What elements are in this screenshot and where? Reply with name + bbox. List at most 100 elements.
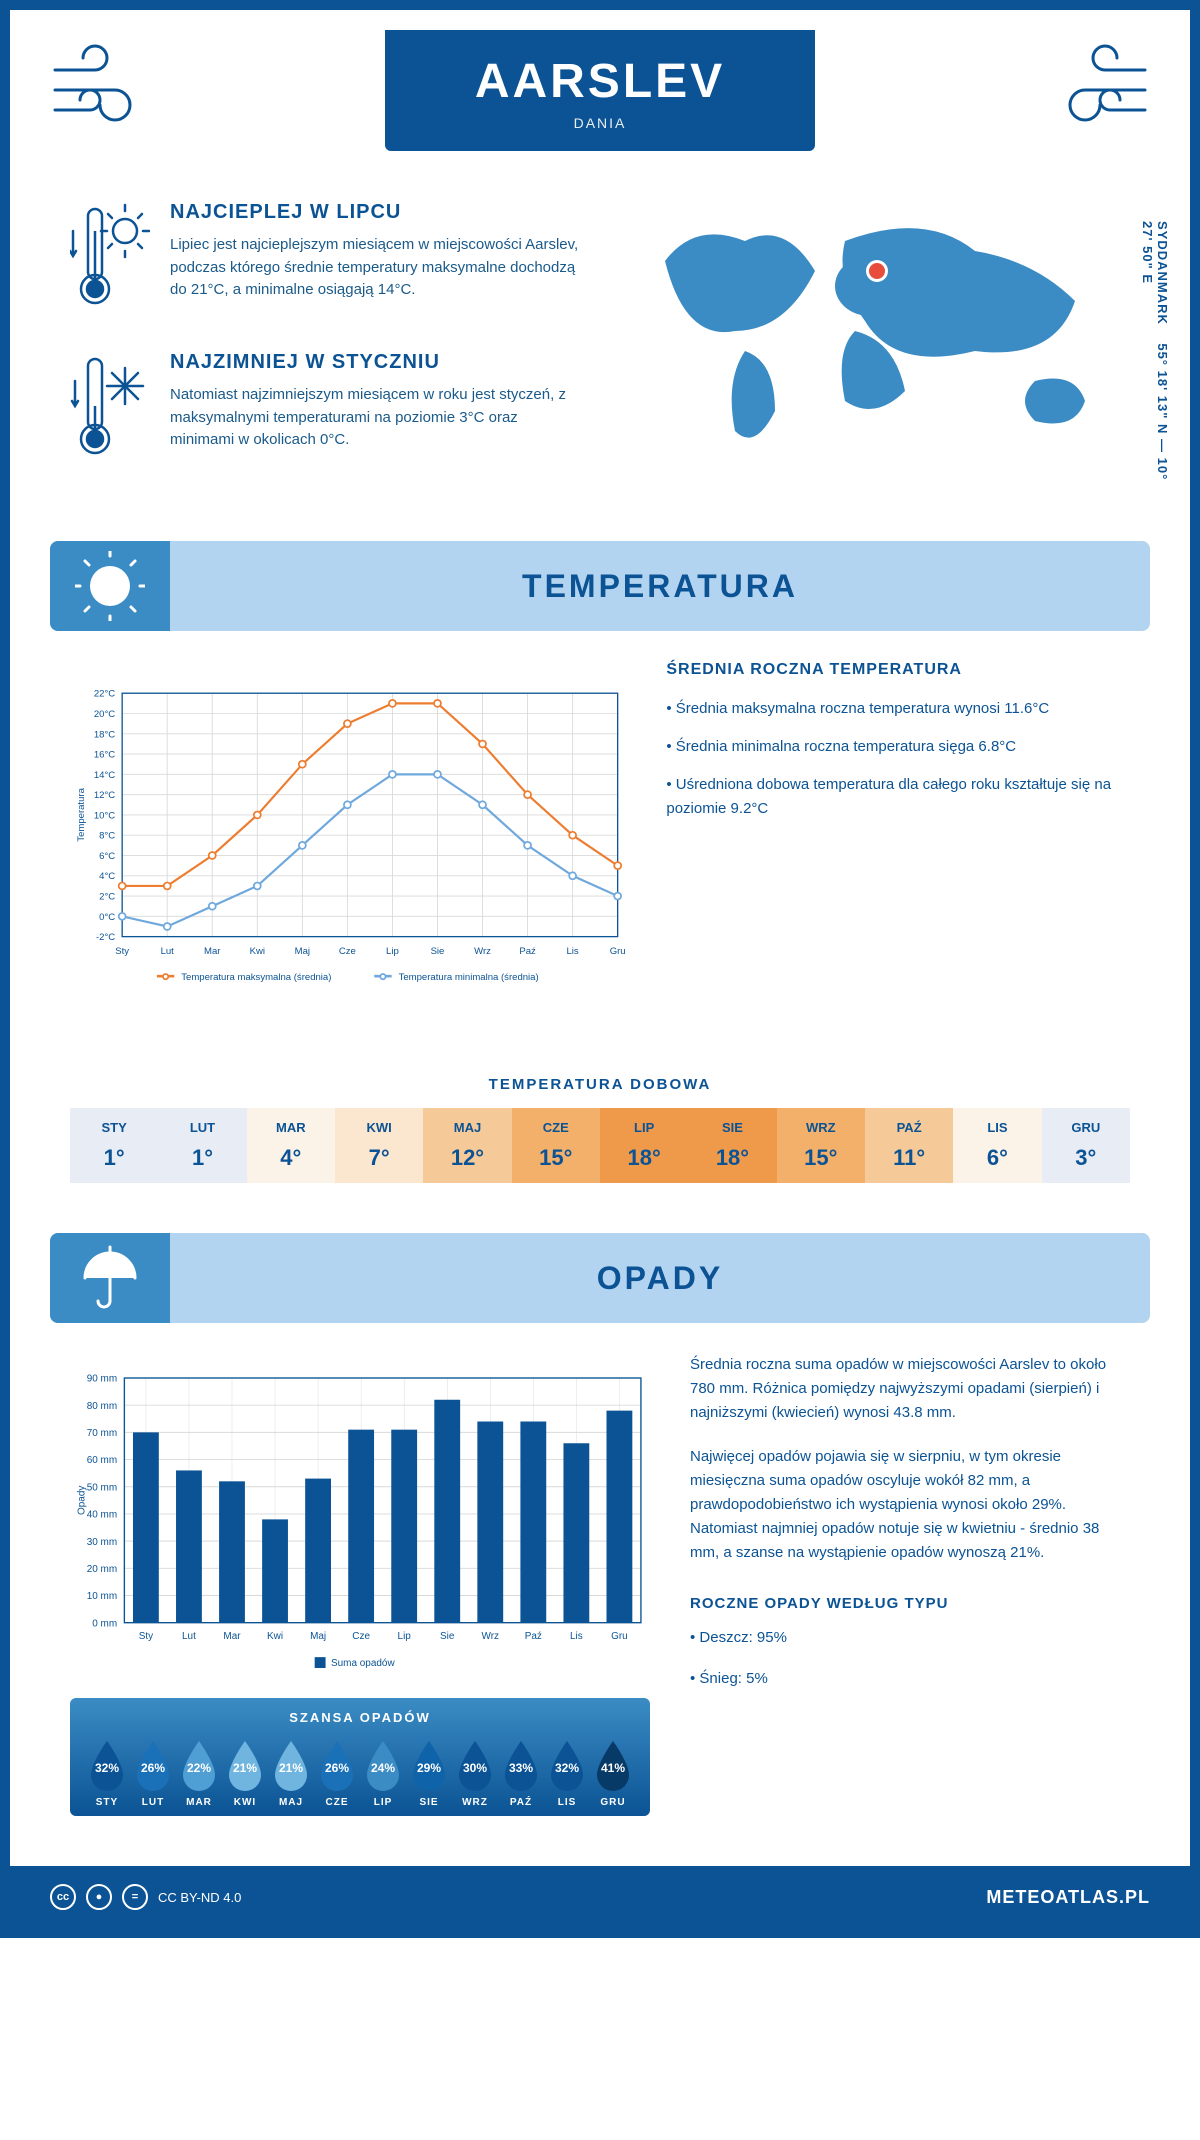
precip-type-title: ROCZNE OPADY WEDŁUG TYPU — [690, 1595, 1130, 1612]
svg-text:22°C: 22°C — [94, 689, 115, 700]
svg-text:Kwi: Kwi — [267, 1631, 283, 1642]
footer: cc ● = CC BY-ND 4.0 METEOATLAS.PL — [10, 1866, 1190, 1928]
svg-text:Cze: Cze — [352, 1631, 370, 1642]
svg-text:2°C: 2°C — [99, 892, 115, 903]
world-map: SYDDANMARK 55° 18' 13" N — 10° 27' 50" E — [620, 201, 1130, 501]
chance-drop: 32%STY — [86, 1739, 128, 1808]
page: AARSLEV DANIA NAJCIEPLEJ W LIPCU Lipiec … — [0, 0, 1200, 1938]
svg-text:4°C: 4°C — [99, 871, 115, 882]
svg-text:Sie: Sie — [440, 1631, 455, 1642]
svg-text:10°C: 10°C — [94, 810, 115, 821]
svg-text:Temperatura minimalna (średnia: Temperatura minimalna (średnia) — [399, 972, 539, 983]
thermometer-hot-icon — [70, 201, 150, 316]
svg-text:0 mm: 0 mm — [92, 1618, 117, 1629]
chance-drop: 21%MAJ — [270, 1739, 312, 1808]
precipitation-heading: OPADY — [170, 1260, 1150, 1297]
city-title: AARSLEV — [475, 54, 725, 109]
wind-icon-right — [1020, 40, 1150, 135]
umbrella-icon — [50, 1233, 170, 1323]
svg-text:Sie: Sie — [431, 946, 445, 957]
chance-title: SZANSA OPADÓW — [86, 1710, 634, 1725]
svg-text:20 mm: 20 mm — [87, 1564, 117, 1575]
svg-text:-2°C: -2°C — [96, 932, 115, 943]
svg-text:70 mm: 70 mm — [87, 1428, 117, 1439]
svg-text:Kwi: Kwi — [250, 946, 265, 957]
by-icon: ● — [86, 1884, 112, 1910]
temp-bullet: Uśredniona dobowa temperatura dla całego… — [666, 773, 1130, 821]
precip-p1: Średnia roczna suma opadów w miejscowośc… — [690, 1353, 1130, 1425]
chance-drop: 29%SIE — [408, 1739, 450, 1808]
chance-drop: 24%LIP — [362, 1739, 404, 1808]
precip-p2: Najwięcej opadów pojawia się w sierpniu,… — [690, 1445, 1130, 1565]
temperature-section-bar: TEMPERATURA — [50, 541, 1150, 631]
precipitation-side: Średnia roczna suma opadów w miejscowośc… — [690, 1353, 1130, 1836]
svg-text:Sty: Sty — [139, 1631, 153, 1642]
svg-text:80 mm: 80 mm — [87, 1401, 117, 1412]
warmest-title: NAJCIEPLEJ W LIPCU — [170, 201, 580, 224]
daily-temp-cell: LIP18° — [600, 1108, 688, 1183]
chance-drop: 41%GRU — [592, 1739, 634, 1808]
svg-text:20°C: 20°C — [94, 709, 115, 720]
svg-text:60 mm: 60 mm — [87, 1455, 117, 1466]
svg-text:12°C: 12°C — [94, 790, 115, 801]
svg-text:8°C: 8°C — [99, 831, 115, 842]
header: AARSLEV DANIA — [10, 10, 1190, 201]
coldest-text: Natomiast najzimniejszym miesiącem w rok… — [170, 384, 580, 452]
svg-text:90 mm: 90 mm — [87, 1374, 117, 1385]
thermometer-cold-icon — [70, 351, 150, 466]
svg-text:Cze: Cze — [339, 946, 356, 957]
svg-text:0°C: 0°C — [99, 912, 115, 923]
chance-drop: 30%WRZ — [454, 1739, 496, 1808]
svg-text:16°C: 16°C — [94, 750, 115, 761]
daily-temp-strip: STY1°LUT1°MAR4°KWI7°MAJ12°CZE15°LIP18°SI… — [70, 1108, 1130, 1183]
svg-text:Temperatura maksymalna (średni: Temperatura maksymalna (średnia) — [181, 972, 331, 983]
svg-text:Mar: Mar — [204, 946, 221, 957]
brand-text: METEOATLAS.PL — [986, 1887, 1150, 1908]
svg-text:Opady: Opady — [76, 1486, 87, 1515]
svg-text:Paź: Paź — [519, 946, 536, 957]
daily-temp-cell: LIS6° — [953, 1108, 1041, 1183]
temp-bullet: Średnia minimalna roczna temperatura się… — [666, 735, 1130, 759]
svg-text:Paź: Paź — [525, 1631, 542, 1642]
chance-drop: 26%LUT — [132, 1739, 174, 1808]
svg-text:40 mm: 40 mm — [87, 1510, 117, 1521]
license-text: CC BY-ND 4.0 — [158, 1890, 241, 1905]
warmest-block: NAJCIEPLEJ W LIPCU Lipiec jest najcieple… — [70, 201, 580, 316]
svg-text:Wrz: Wrz — [482, 1631, 500, 1642]
svg-text:Gru: Gru — [610, 946, 626, 957]
svg-text:Lis: Lis — [567, 946, 579, 957]
warmest-text: Lipiec jest najcieplejszym miesiącem w m… — [170, 234, 580, 302]
precipitation-section-bar: OPADY — [50, 1233, 1150, 1323]
precip-type-item: Śnieg: 5% — [690, 1665, 1130, 1692]
daily-temp-cell: PAŹ11° — [865, 1108, 953, 1183]
svg-text:Wrz: Wrz — [474, 946, 491, 957]
svg-text:Sty: Sty — [115, 946, 129, 957]
svg-text:Lut: Lut — [182, 1631, 196, 1642]
daily-temp-cell: WRZ15° — [777, 1108, 865, 1183]
sun-icon — [50, 541, 170, 631]
svg-text:Suma opadów: Suma opadów — [331, 1658, 395, 1669]
daily-temp-cell: SIE18° — [688, 1108, 776, 1183]
svg-text:Lut: Lut — [161, 946, 175, 957]
precip-type-item: Deszcz: 95% — [690, 1624, 1130, 1651]
country-subtitle: DANIA — [475, 115, 725, 131]
svg-text:Lip: Lip — [398, 1631, 412, 1642]
daily-temp-cell: STY1° — [70, 1108, 158, 1183]
title-banner: AARSLEV DANIA — [385, 30, 815, 151]
svg-text:30 mm: 30 mm — [87, 1537, 117, 1548]
cc-icon: cc — [50, 1884, 76, 1910]
svg-text:Lis: Lis — [570, 1631, 583, 1642]
svg-text:Gru: Gru — [611, 1631, 628, 1642]
daily-temp-cell: CZE15° — [512, 1108, 600, 1183]
top-section: NAJCIEPLEJ W LIPCU Lipiec jest najcieple… — [10, 201, 1190, 541]
svg-text:14°C: 14°C — [94, 770, 115, 781]
temperature-heading: TEMPERATURA — [170, 568, 1150, 605]
wind-icon-left — [50, 40, 180, 135]
svg-text:10 mm: 10 mm — [87, 1591, 117, 1602]
temperature-side: ŚREDNIA ROCZNA TEMPERATURA Średnia maksy… — [666, 661, 1130, 1026]
daily-temp-cell: LUT1° — [158, 1108, 246, 1183]
daily-temp-title: TEMPERATURA DOBOWA — [10, 1056, 1190, 1108]
daily-temp-cell: KWI7° — [335, 1108, 423, 1183]
coldest-block: NAJZIMNIEJ W STYCZNIU Natomiast najzimni… — [70, 351, 580, 466]
svg-text:Maj: Maj — [310, 1631, 326, 1642]
